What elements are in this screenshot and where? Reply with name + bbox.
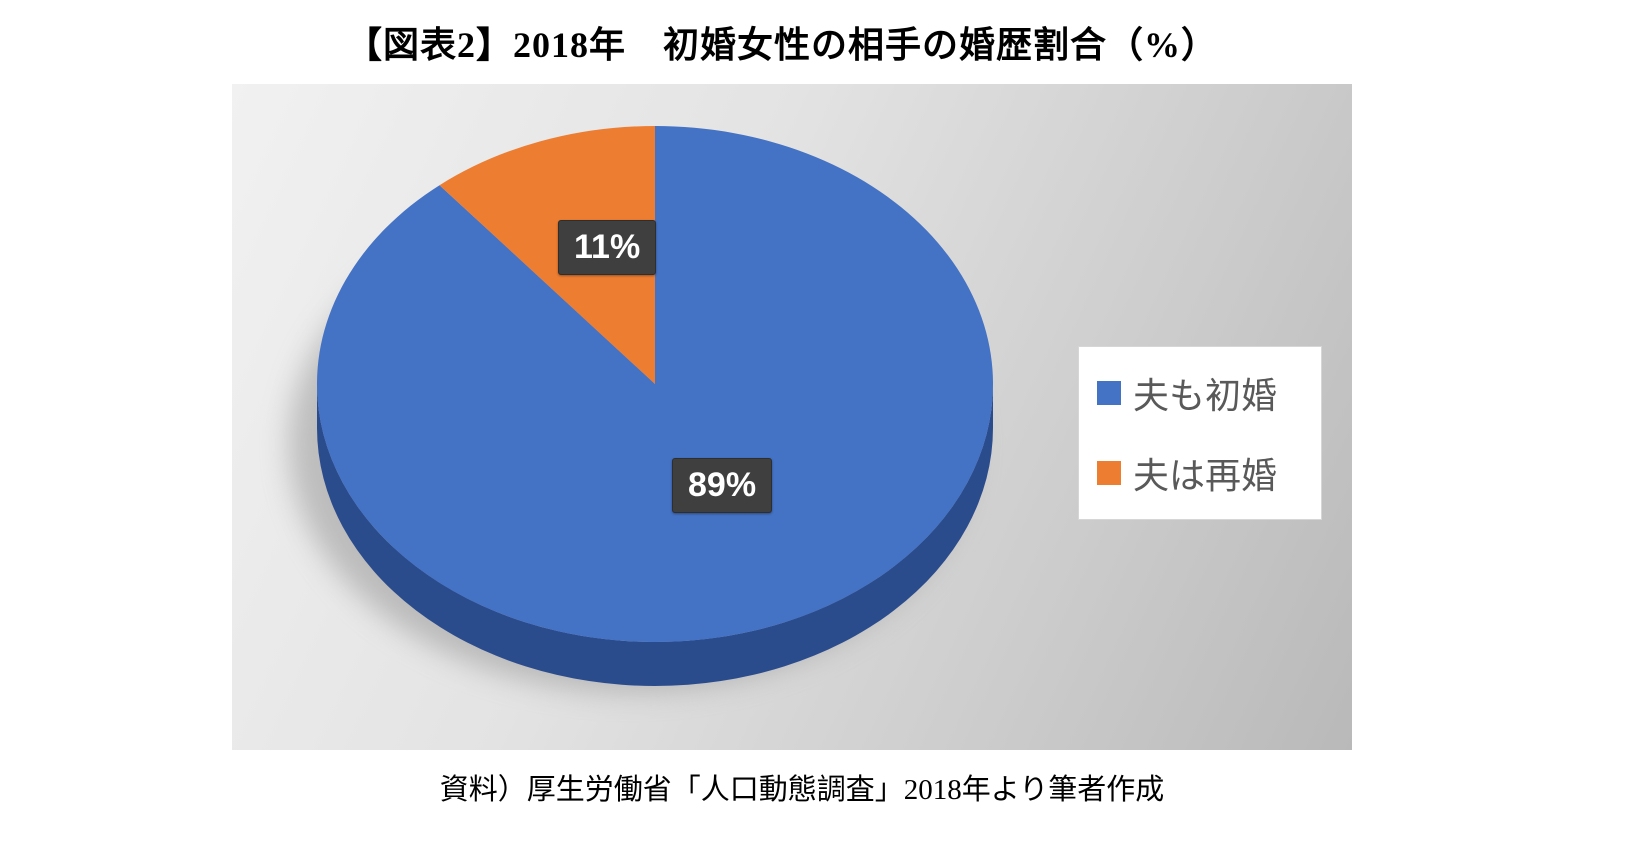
pie-slices-group	[289, 126, 994, 692]
legend-item-remarried: 夫は再婚	[1097, 447, 1303, 499]
data-label-first-marriage: 89%	[672, 458, 773, 514]
legend-swatch-orange-icon	[1097, 461, 1121, 485]
pie-chart-3d	[289, 126, 994, 692]
legend-label-remarried: 夫は再婚	[1133, 455, 1278, 496]
plot-area: 11% 89% 夫も初婚 夫は再婚	[232, 84, 1352, 750]
chart-title: 【図表2】2018年 初婚女性の相手の婚歴割合（%）	[345, 25, 1218, 65]
legend-label-first-marriage: 夫も初婚	[1133, 375, 1278, 416]
data-label-remarried: 11%	[558, 220, 657, 276]
source-note: 資料）厚生労働省「人口動態調査」2018年より筆者作成	[439, 774, 1165, 806]
legend-swatch-blue-icon	[1097, 381, 1121, 405]
legend-item-first-marriage: 夫も初婚	[1097, 367, 1303, 419]
legend: 夫も初婚 夫は再婚	[1078, 346, 1322, 520]
